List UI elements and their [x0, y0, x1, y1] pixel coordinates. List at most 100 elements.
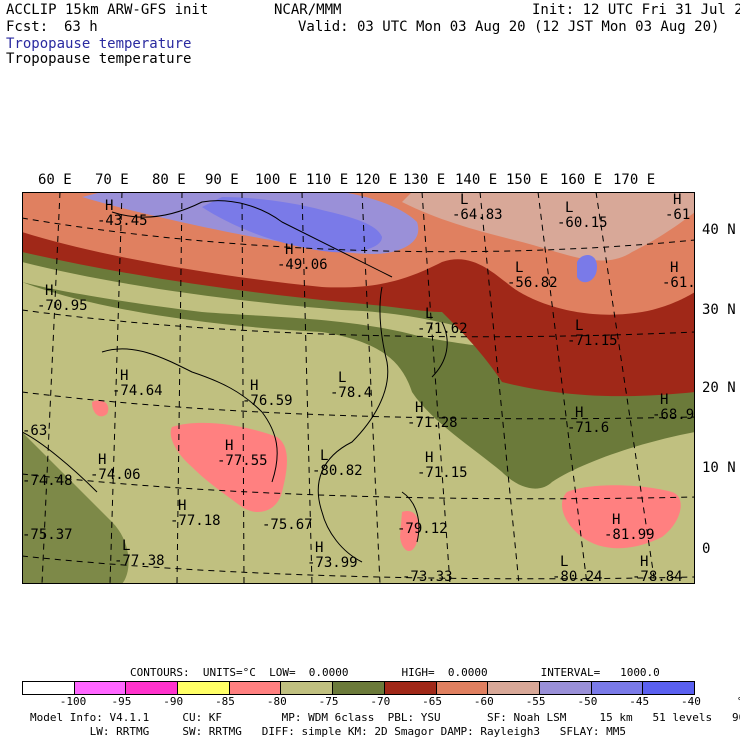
color-bar-swatch	[74, 682, 127, 694]
color-bar-swatch	[178, 682, 230, 694]
org-label: NCAR/MMM	[274, 2, 342, 18]
color-bar	[22, 681, 695, 695]
color-bar-swatch	[643, 682, 694, 694]
field-85-80	[170, 422, 287, 512]
color-bar-swatch	[591, 682, 644, 694]
extremum-marker: L	[565, 200, 573, 216]
extremum-value: -79.12	[397, 521, 448, 537]
field-title-1: Tropopause temperature	[6, 36, 192, 52]
color-bar-tick-label: -55	[525, 695, 546, 708]
color-bar-tick-label: -70	[370, 695, 391, 708]
extremum-marker: H	[425, 450, 433, 466]
color-bar-swatch	[126, 682, 179, 694]
extremum-value: -49.06	[277, 257, 328, 273]
color-bar-tick-label: -90	[163, 695, 184, 708]
extremum-value: -63	[22, 423, 47, 439]
field-sw-olive	[22, 432, 129, 584]
longitude-label: 110 E	[306, 172, 349, 188]
latitude-label: 40 N	[702, 222, 736, 238]
extremum-value: -80.82	[312, 463, 363, 479]
extremum-marker: L	[425, 306, 433, 322]
extremum-value: -76.59	[242, 393, 293, 409]
extremum-value: -74.06	[90, 467, 141, 483]
latitude-label: 30 N	[702, 302, 736, 318]
color-bar-tick-label: -65	[422, 695, 443, 708]
color-bar-swatch	[23, 682, 75, 694]
latitude-label: 10 N	[702, 460, 736, 476]
color-bar-tick-label: °C	[737, 695, 740, 708]
model-info-line-2: LW: RRTMG SW: RRTMG DIFF: simple KM: 2D …	[30, 725, 627, 738]
color-bar-swatch	[281, 682, 334, 694]
field-85-80c	[400, 511, 419, 552]
extremum-marker: H	[45, 283, 53, 299]
field-70-65	[22, 282, 695, 489]
extremum-value: -74.64	[112, 383, 163, 399]
longitude-label: 60 E	[38, 172, 72, 188]
extremum-value: -81.99	[604, 527, 655, 543]
field-title-2: Tropopause temperature	[6, 51, 192, 67]
longitude-label: 130 E	[403, 172, 446, 188]
valid-time: Valid: 03 UTC Mon 03 Aug 20 (12 JST Mon …	[298, 19, 720, 35]
color-bar-tick-label: -50	[577, 695, 598, 708]
longitude-label: 120 E	[355, 172, 398, 188]
longitude-label: 140 E	[455, 172, 498, 188]
latitude-label: 0	[702, 541, 711, 557]
extremum-value: -78.84	[632, 569, 683, 584]
map-frame	[22, 192, 695, 584]
color-bar-tick-label: -45	[629, 695, 650, 708]
extremum-marker: H	[285, 242, 293, 258]
extremum-marker: L	[338, 370, 346, 386]
longitude-label: 90 E	[205, 172, 239, 188]
extremum-marker: H	[660, 392, 668, 408]
extremum-value: -77.18	[170, 513, 221, 529]
extremum-marker: H	[98, 452, 106, 468]
extremum-marker: H	[120, 368, 128, 384]
color-bar-swatch	[229, 682, 282, 694]
init-time: Init: 12 UTC Fri 31 Jul 20	[532, 2, 740, 18]
field-45-40	[202, 197, 382, 253]
longitude-label: 160 E	[560, 172, 603, 188]
graticule	[22, 192, 695, 584]
fcst-label: Fcst:	[6, 19, 49, 35]
extremum-value: -68.9	[652, 407, 694, 423]
extremum-value: -71.62	[417, 321, 468, 337]
extremum-marker: H	[105, 198, 113, 214]
extremum-marker: H	[612, 512, 620, 528]
field-55-50	[402, 192, 695, 261]
longitude-label: 150 E	[506, 172, 549, 188]
color-bar-tick-label: -100	[59, 695, 87, 708]
extremum-value: -70.95	[37, 298, 88, 314]
extremum-value: -73.99	[307, 555, 358, 571]
extremum-marker: H	[225, 438, 233, 454]
extremum-marker: L	[515, 260, 523, 276]
longitude-label: 70 E	[95, 172, 129, 188]
longitude-label: 80 E	[152, 172, 186, 188]
extremum-value: -71.6	[567, 420, 609, 436]
extremum-marker: H	[673, 192, 681, 208]
extremum-labels: H-43.45H-49.06L-64.83 L-60.15H-61H-70.95L…	[22, 192, 695, 584]
color-bar-swatch	[539, 682, 592, 694]
extremum-value: -80.24	[552, 569, 603, 584]
latitude-label: 20 N	[702, 380, 736, 396]
extremum-marker: L	[122, 538, 130, 554]
extremum-value: -61	[665, 207, 690, 223]
color-bar-tick-label: -80	[266, 695, 287, 708]
model-name: ACCLIP 15km ARW-GFS init	[6, 2, 209, 18]
color-bar-swatch	[333, 682, 385, 694]
extremum-marker: L	[320, 448, 328, 464]
color-bar-tick-label: -40	[681, 695, 701, 708]
field-45-40b	[577, 255, 597, 283]
extremum-value: -60.15	[557, 215, 608, 231]
extremum-value: -71.28	[407, 415, 458, 431]
color-bar-tick-label: -75	[318, 695, 339, 708]
extremum-marker: H	[640, 554, 648, 570]
extremum-marker: L	[560, 554, 568, 570]
longitude-label: 170 E	[613, 172, 656, 188]
color-bar-swatch	[488, 682, 540, 694]
extremum-marker: L	[460, 192, 468, 208]
extremum-marker: H	[575, 405, 583, 421]
extremum-marker: H	[250, 378, 258, 394]
color-bar-swatch	[436, 682, 489, 694]
fcst-value: 63 h	[64, 19, 98, 35]
field-85-80b	[562, 485, 681, 549]
